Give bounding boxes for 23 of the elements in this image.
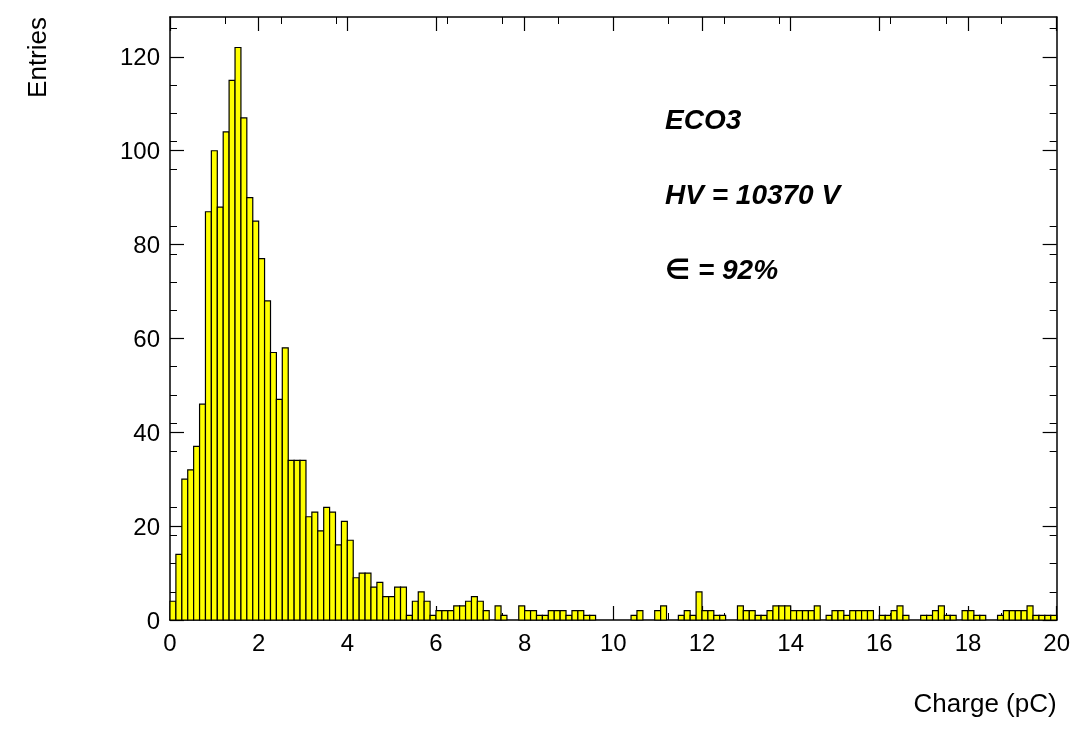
- y-tick-label: 0: [146, 606, 160, 634]
- x-tick-label: 10: [599, 628, 627, 656]
- x-tick-label: 4: [340, 628, 355, 656]
- y-tick-label: 80: [133, 231, 160, 259]
- x-tick-label: 18: [954, 628, 982, 656]
- annotation: ECO3: [665, 103, 742, 135]
- y-axis-title: Entries: [22, 17, 52, 98]
- x-axis-title: Charge (pC): [913, 688, 1057, 718]
- y-tick-label: 100: [119, 137, 160, 165]
- y-tick-label: 120: [119, 43, 160, 71]
- x-tick-label: 0: [163, 628, 177, 656]
- x-tick-label: 2: [251, 628, 266, 656]
- x-tick-label: 6: [429, 628, 443, 656]
- y-tick-label: 20: [133, 512, 160, 540]
- y-tick-label: 60: [133, 324, 160, 352]
- annotation: HV = 10370 V: [665, 178, 843, 210]
- y-tick-label: 40: [133, 418, 160, 446]
- x-tick-label: 20: [1043, 628, 1070, 656]
- x-tick-label: 14: [777, 628, 805, 656]
- annotation: ∈ = 92%: [665, 253, 779, 285]
- x-tick-label: 8: [517, 628, 532, 656]
- x-tick-label: 16: [865, 628, 893, 656]
- x-tick-label: 12: [688, 628, 716, 656]
